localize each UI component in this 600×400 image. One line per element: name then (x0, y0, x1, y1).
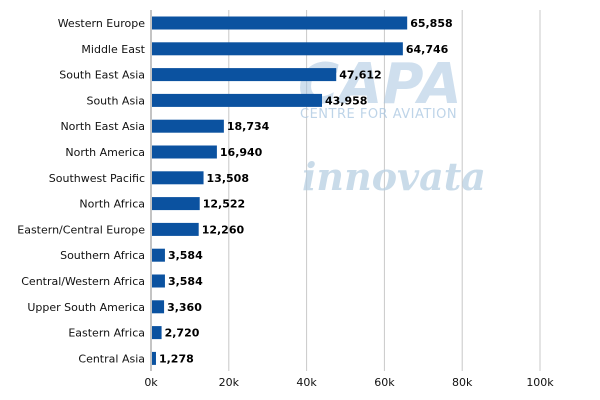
value-label: 1,278 (159, 352, 194, 365)
value-label: 12,260 (202, 223, 245, 236)
category-label: North America (65, 146, 145, 159)
value-label: 13,508 (207, 172, 249, 185)
bar (152, 145, 217, 159)
value-label: 3,584 (168, 249, 203, 262)
bar (152, 68, 337, 82)
category-labels: Western Europe Middle East South East Asia… (17, 17, 145, 365)
category-label: North Africa (79, 198, 145, 211)
category-label: Upper South America (27, 301, 145, 314)
bar (152, 171, 204, 185)
value-label: 12,522 (203, 198, 245, 211)
category-label: Eastern Africa (68, 327, 145, 340)
bar (152, 42, 403, 56)
category-label: Eastern/Central Europe (17, 223, 145, 236)
capa-subtitle-watermark: CENTRE FOR AVIATION (300, 107, 457, 122)
innovata-watermark: innovata (302, 154, 486, 199)
bar (152, 326, 162, 340)
category-label: South Asia (86, 94, 145, 107)
value-label: 64,746 (406, 43, 449, 56)
category-label: Middle East (81, 43, 145, 56)
value-label: 47,612 (339, 69, 381, 82)
value-label: 18,734 (227, 120, 270, 133)
bar (152, 197, 200, 211)
value-label: 16,940 (220, 146, 263, 159)
value-label: 3,360 (167, 301, 202, 314)
value-label: 65,858 (410, 17, 452, 30)
category-label: Central Asia (78, 352, 145, 365)
x-tick-label: 40k (296, 376, 317, 389)
bar (152, 300, 165, 314)
x-tick-label: 100k (526, 376, 554, 389)
category-label: North East Asia (60, 120, 145, 133)
value-label: 43,958 (325, 94, 367, 107)
category-label: South East Asia (59, 69, 145, 82)
bar (152, 351, 156, 365)
bar (152, 93, 322, 107)
value-labels: 65,858 64,746 47,612 43,958 18,734 16,940 13,5… (159, 17, 453, 365)
x-tick-label: 20k (219, 376, 240, 389)
x-tick-label: 0k (144, 376, 158, 389)
x-axis-ticks: 0k 20k 40k 60k 80k 100k (144, 376, 554, 389)
value-label: 3,584 (168, 275, 203, 288)
x-tick-label: 60k (374, 376, 395, 389)
bar (152, 248, 165, 262)
bar (152, 222, 199, 236)
bar (152, 16, 408, 30)
category-label: Southern Africa (60, 249, 145, 262)
x-tick-label: 80k (452, 376, 473, 389)
bars (152, 16, 408, 365)
category-label: Western Europe (58, 17, 146, 30)
capa-watermark: CAPA (298, 52, 462, 117)
bar (152, 274, 165, 288)
value-label: 2,720 (165, 327, 200, 340)
watermark: CAPA CENTRE FOR AVIATION innovata (298, 52, 486, 199)
category-label: Central/Western Africa (21, 275, 145, 288)
category-label: Southwest Pacific (49, 172, 145, 185)
bar (152, 119, 224, 133)
